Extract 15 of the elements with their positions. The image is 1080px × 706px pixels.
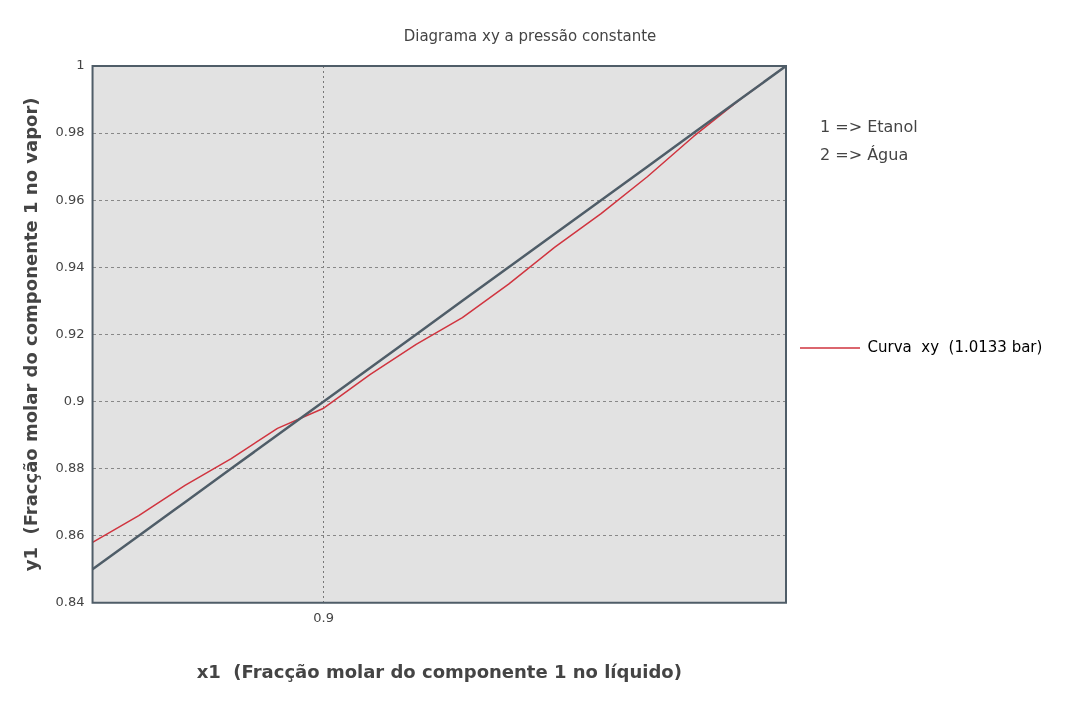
y-tick-label: 0.9 [63,392,85,408]
y-tick-label: 0.94 [55,258,85,274]
y-tick-label: 0.96 [55,191,85,207]
y-tick-label: 0.84 [55,594,85,610]
chart-title: Diagrama xy a pressão constante [403,26,657,45]
y-tick-label: 0.98 [55,124,85,140]
y-tick-label: 0.86 [55,527,85,543]
y-tick-label: 0.92 [55,325,85,341]
y-tick-label: 0.88 [55,459,85,475]
text: 1 => Etanol [820,117,918,137]
x-axis-title: x1 (Fracção molar do componente 1 no líquido) [196,660,682,682]
y-tick-label: 1 [76,57,85,73]
y-axis-title: y1 (Fracção molar do componente 1 no vapor) [20,97,42,572]
legend-label: Curva xy (1.0133 bar) [867,337,1043,356]
text: 2 => Água [820,145,909,165]
